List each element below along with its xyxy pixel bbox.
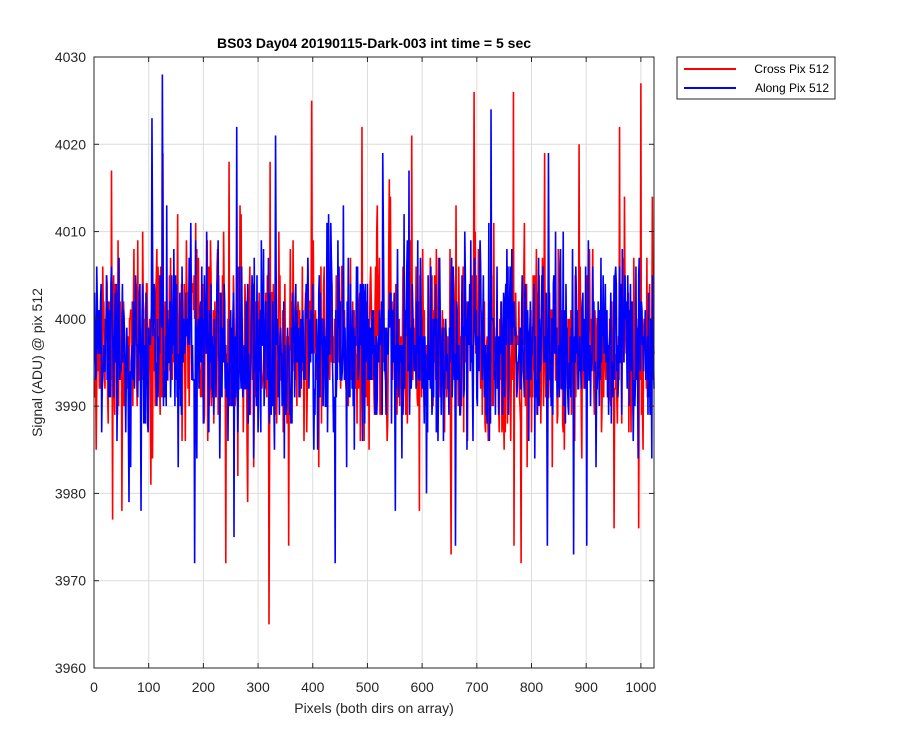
- series-lines: [93, 74, 655, 625]
- x-tick-label: 800: [520, 679, 544, 695]
- y-tick-label: 3960: [55, 660, 86, 676]
- series-line-along-pix-512: [93, 74, 655, 564]
- legend-label-cross: Cross Pix 512: [754, 62, 829, 76]
- x-tick-label: 400: [301, 679, 325, 695]
- y-tick-label: 4030: [55, 49, 86, 65]
- x-tick-label: 0: [90, 679, 98, 695]
- x-tick-label: 600: [410, 679, 434, 695]
- legend-box: [676, 56, 836, 100]
- y-tick-label: 4010: [55, 224, 86, 240]
- plot-frame: [93, 56, 655, 669]
- x-tick-label: 1000: [625, 679, 656, 695]
- chart-title: BS03 Day04 20190115-Dark-003 int time = …: [217, 35, 531, 51]
- y-tick-label: 3980: [55, 485, 86, 501]
- y-axis-title: Signal (ADU) @ pix 512: [29, 288, 45, 437]
- x-axis-title: Pixels (both dirs on array): [294, 700, 454, 716]
- y-tick-label: 4020: [55, 136, 86, 152]
- legend: Cross Pix 512 Along Pix 512: [676, 56, 836, 100]
- x-tick-label: 900: [575, 679, 599, 695]
- x-tick-label: 500: [356, 679, 380, 695]
- y-tick-label: 3990: [55, 398, 86, 414]
- y-tick-label: 4000: [55, 311, 86, 327]
- legend-label-along: Along Pix 512: [755, 81, 829, 95]
- y-tick-label: 3970: [55, 573, 86, 589]
- x-tick-label: 100: [137, 679, 161, 695]
- x-tick-label: 700: [465, 679, 489, 695]
- axis-ticks: 0 100 200 300 400 500 600 700 800 900 1000 3960 3970…: [55, 49, 657, 695]
- x-tick-label: 200: [192, 679, 216, 695]
- x-tick-label: 300: [246, 679, 270, 695]
